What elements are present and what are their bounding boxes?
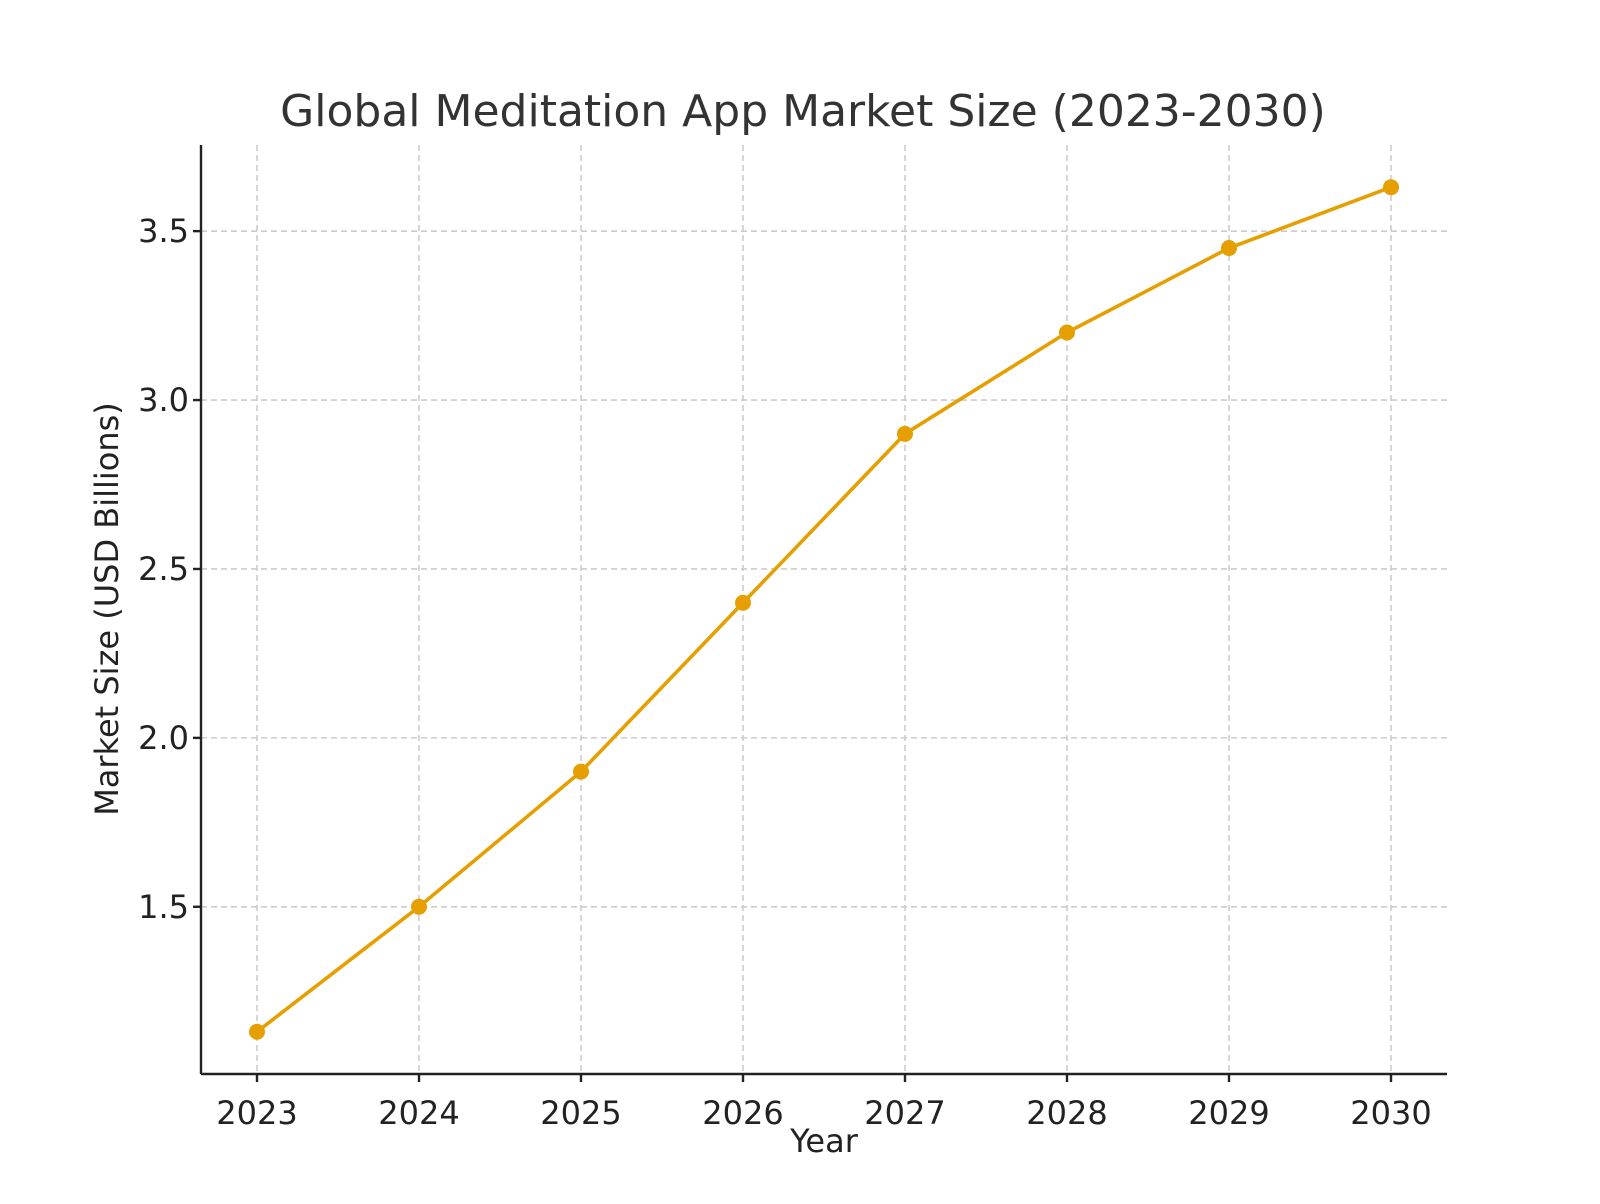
x-tick-label: 2025	[540, 1094, 621, 1132]
data-point	[735, 594, 751, 611]
x-tick-label: 2029	[1188, 1094, 1269, 1132]
y-tick-label: 2.5	[138, 550, 189, 588]
data-point	[249, 1023, 265, 1040]
grid	[201, 145, 1447, 1074]
y-tick-label: 2.0	[138, 719, 189, 757]
x-tick-label: 2023	[216, 1094, 297, 1132]
y-axis-label: Market Size (USD Billions)	[88, 402, 126, 816]
x-tick-label: 2024	[378, 1094, 459, 1132]
data-point	[1383, 179, 1399, 196]
x-tick-label: 2030	[1350, 1094, 1431, 1132]
data-point	[573, 763, 589, 780]
data-point	[1221, 240, 1237, 257]
tick-labels: 2023 2024 2025 2026 2027 2028 2029 2030 1.5 2.0 2.…	[138, 212, 1432, 1132]
series-line	[255, 185, 1393, 1034]
data-point	[1059, 324, 1075, 341]
y-tick-label: 3.5	[138, 212, 189, 250]
axes	[193, 145, 1447, 1082]
series	[249, 179, 1399, 1040]
x-tick-label: 2028	[1026, 1094, 1107, 1132]
chart-title: Global Meditation App Market Size (2023-…	[280, 86, 1326, 137]
y-tick-label: 3.0	[138, 381, 189, 419]
x-tick-label: 2027	[864, 1094, 945, 1132]
x-axis-label: Year	[789, 1122, 859, 1160]
y-tick-label: 1.5	[138, 888, 189, 926]
data-point	[411, 898, 427, 915]
data-point	[897, 425, 913, 442]
x-tick-label: 2026	[702, 1094, 783, 1132]
